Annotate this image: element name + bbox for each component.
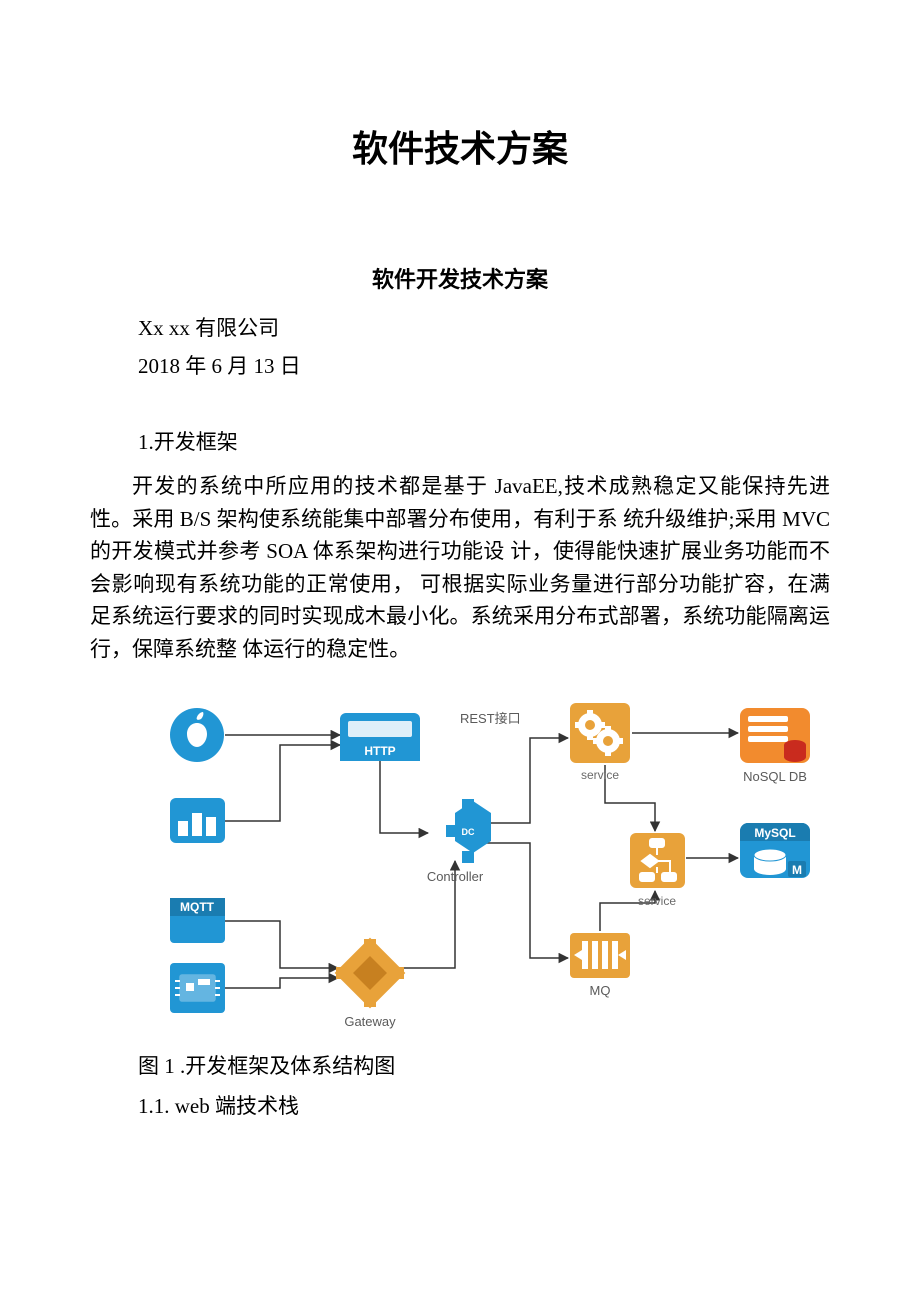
company-line: Xx xx 有限公司 <box>138 312 830 342</box>
gateway-node: Gateway <box>335 938 406 1029</box>
mqtt-node: MQTT <box>170 898 225 943</box>
nosql-label: NoSQL DB <box>743 769 807 784</box>
service2-label: service <box>638 894 676 908</box>
gateway-label: Gateway <box>344 1014 396 1029</box>
service1-label: service <box>581 768 619 782</box>
mysql-label: MySQL <box>754 826 795 840</box>
rest-label: REST接口 <box>460 711 521 726</box>
page-title: 软件技术方案 <box>90 120 830 172</box>
controller-node: DC Controller <box>427 799 491 884</box>
section-1-heading: 1.开发框架 <box>138 426 830 456</box>
subtitle: 软件开发技术方案 <box>90 262 830 294</box>
svg-text:DC: DC <box>462 827 475 837</box>
controller-label: Controller <box>427 869 484 884</box>
http-node: HTTP REST接口 <box>340 711 521 761</box>
date-line: 2018 年 6 月 13 日 <box>138 350 830 380</box>
mysql-node: MySQL M <box>740 823 810 878</box>
architecture-diagram: HTTP REST接口 DC Controller MQTT <box>130 683 830 1038</box>
mq-label: MQ <box>590 983 611 998</box>
http-label: HTTP <box>364 744 395 758</box>
client-bar-icon <box>170 798 225 843</box>
mq-node: MQ <box>570 933 630 998</box>
section-1-1-heading: 1.1. web 端技术栈 <box>138 1090 830 1120</box>
iot-chip-icon <box>170 963 225 1013</box>
apple-client-icon <box>170 708 224 762</box>
mysql-badge: M <box>792 863 802 877</box>
figure-caption: 图 1 .开发框架及体系结构图 <box>138 1050 830 1080</box>
service1-node: service <box>570 703 630 782</box>
service2-node: service <box>630 833 685 908</box>
mqtt-label: MQTT <box>180 900 215 914</box>
section-1-body: 开发的系统中所应用的技术都是基于 JavaEE,技术成熟稳定又能保持先进性。采用… <box>90 470 830 665</box>
nosql-node: NoSQL DB <box>740 708 810 784</box>
